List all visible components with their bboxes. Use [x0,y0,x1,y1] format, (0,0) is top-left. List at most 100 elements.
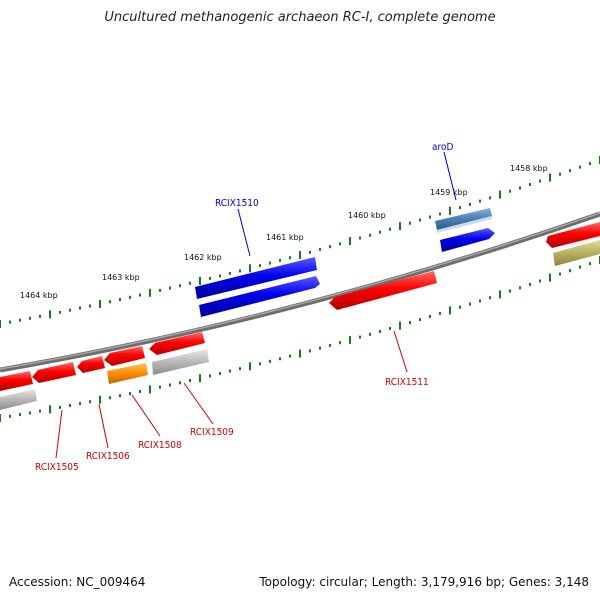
major-tick [149,288,151,297]
minor-tick [389,327,391,330]
gene-left-red[interactable] [0,371,33,391]
label-RCIX1505[interactable]: RCIX1505 [35,462,79,473]
minor-tick [239,269,241,273]
minor-tick [519,186,521,190]
minor-tick [419,318,421,322]
leader-lines [55,151,457,459]
minor-tick [89,400,91,404]
kbp-label-1458: 1458 kbp [510,164,548,173]
minor-tick [289,256,291,260]
minor-tick [379,230,381,234]
minor-tick [209,374,211,378]
minor-tick [269,261,271,265]
minor-tick [229,369,231,373]
major-tick [499,290,501,299]
minor-tick [229,271,231,275]
label-RCIX1511[interactable]: RCIX1511 [385,377,429,388]
minor-tick [179,381,181,385]
label-RCIX1508[interactable]: RCIX1508 [138,440,182,451]
minor-tick [389,227,391,231]
minor-tick [559,172,561,176]
minor-tick [159,385,161,389]
label-RCIX1509[interactable]: RCIX1509 [190,427,234,438]
minor-tick [579,165,581,169]
topology-text: Topology: circular; Length: 3,179,916 bp… [259,575,589,589]
minor-tick [169,286,171,290]
minor-tick [189,281,191,285]
minor-tick [279,258,281,262]
major-tick [0,414,1,422]
minor-tick [259,264,261,268]
major-tick [549,273,551,282]
gene-RCIX1508-red[interactable] [104,346,145,366]
gene-left-gray[interactable] [0,389,37,410]
gene-right-red[interactable] [546,222,600,248]
minor-tick [19,413,21,417]
minor-tick [579,265,581,269]
gene-RCIX1510-b[interactable] [199,276,320,317]
minor-tick [119,298,121,301]
minor-tick [439,212,441,216]
minor-tick [29,316,31,320]
minor-tick [459,305,461,309]
gene-aroD[interactable] [440,228,495,252]
minor-tick [139,390,141,393]
minor-tick [209,276,211,280]
gene-RCIX1508-orange[interactable] [107,363,148,384]
gene-aroD-steel[interactable] [435,208,492,233]
minor-tick [39,409,41,413]
minor-tick [359,236,361,240]
accession-text: Accession: NC_009464 [9,575,146,589]
minor-tick [429,315,431,318]
gene-RCIX1505-red[interactable] [32,362,76,383]
major-tick [399,321,401,330]
minor-tick [79,402,81,406]
minor-tick [109,300,111,304]
kbp-label-1462: 1462 kbp [184,253,222,262]
minor-tick [309,349,311,353]
major-tick [499,190,501,199]
gene-RCIX1510-a[interactable] [195,257,317,299]
minor-tick [589,262,591,266]
major-tick [99,395,101,404]
minor-tick [329,245,331,249]
minor-tick [139,293,141,297]
minor-tick [369,332,371,336]
gene-RCIX1511[interactable] [329,271,437,310]
minor-tick [439,312,441,315]
label-RCIX1510[interactable]: RCIX1510 [215,198,259,209]
minor-tick [519,286,521,290]
minor-tick [529,282,531,286]
minor-tick [309,250,311,254]
minor-tick [569,169,571,173]
label-aroD[interactable]: aroD [432,142,453,153]
minor-tick [429,215,431,219]
gene-RCIX1509-gray[interactable] [152,349,209,375]
minor-tick [9,320,11,324]
major-tick [99,299,101,308]
major-tick [399,222,401,231]
minor-tick [509,289,511,293]
major-tick [449,206,451,215]
gene-RCIX1509-red[interactable] [149,332,205,355]
gene-right-olive[interactable] [553,240,600,266]
minor-tick [129,295,131,299]
major-tick [49,405,51,414]
label-RCIX1506[interactable]: RCIX1506 [86,451,130,462]
minor-tick [189,379,191,382]
minor-tick [69,308,71,312]
major-tick [0,320,1,328]
minor-tick [9,414,11,418]
minor-tick [369,233,371,237]
minor-tick [59,405,61,409]
kbp-label-1461: 1461 kbp [266,233,304,242]
minor-tick [109,396,111,400]
minor-tick [59,310,61,314]
minor-tick [169,383,171,387]
minor-tick [559,272,561,276]
minor-tick [79,306,81,310]
gene-RCIX1506[interactable] [77,356,105,373]
minor-tick [479,199,481,203]
minor-tick [259,362,261,366]
